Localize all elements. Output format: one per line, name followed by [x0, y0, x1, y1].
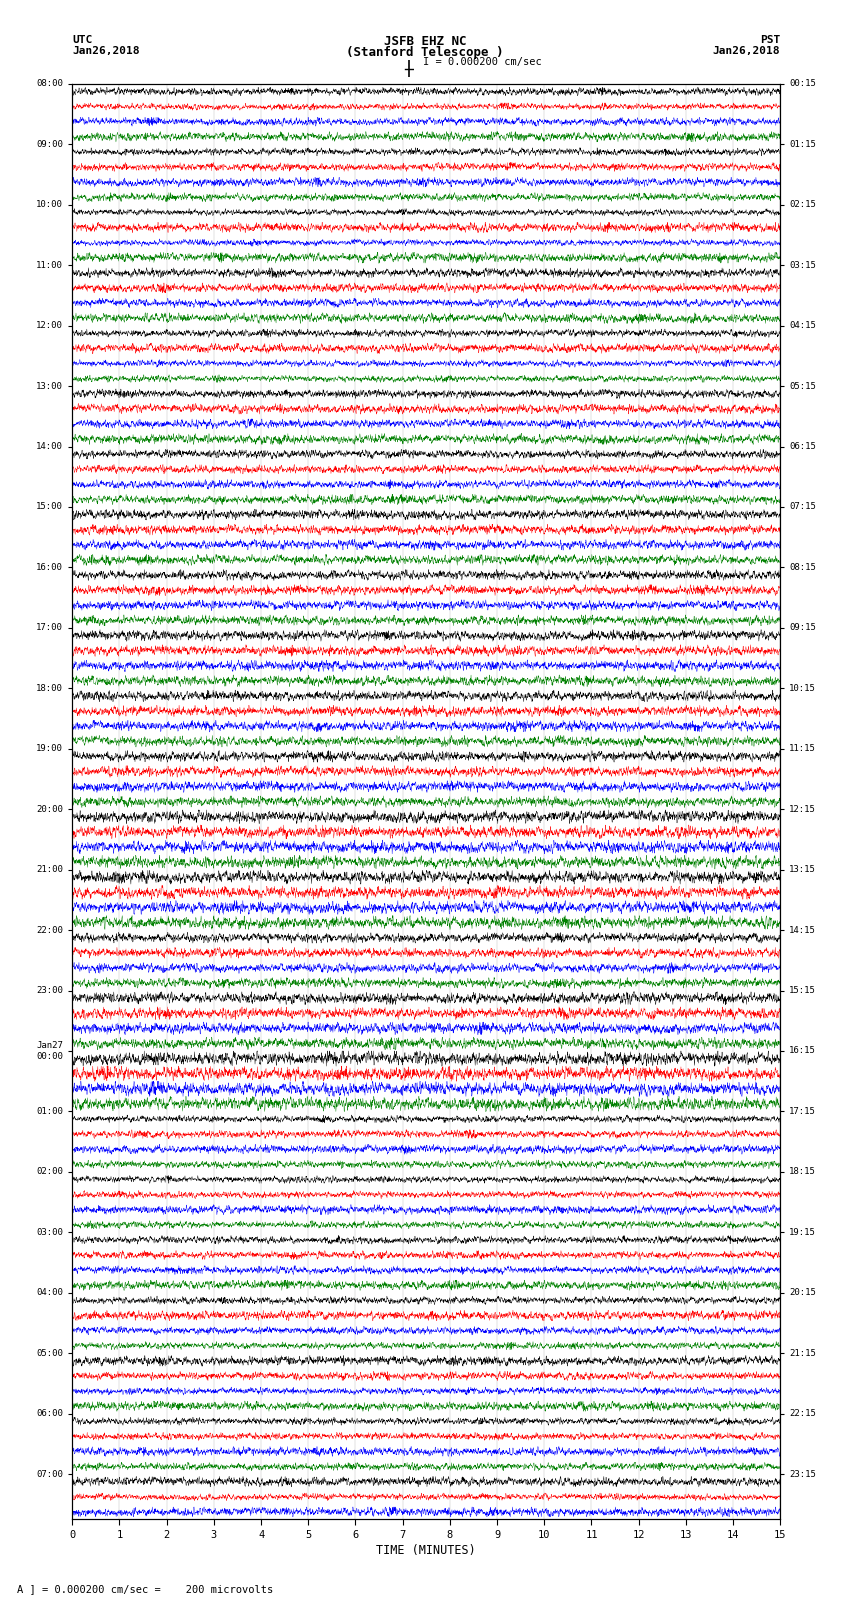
Text: Jan26,2018: Jan26,2018 — [713, 45, 780, 56]
Text: JSFB EHZ NC: JSFB EHZ NC — [383, 35, 467, 48]
Text: Jan26,2018: Jan26,2018 — [72, 45, 139, 56]
Text: (Stanford Telescope ): (Stanford Telescope ) — [346, 45, 504, 60]
X-axis label: TIME (MINUTES): TIME (MINUTES) — [377, 1544, 476, 1557]
Text: A ] = 0.000200 cm/sec =    200 microvolts: A ] = 0.000200 cm/sec = 200 microvolts — [17, 1584, 273, 1594]
Text: I = 0.000200 cm/sec: I = 0.000200 cm/sec — [423, 58, 542, 68]
Text: UTC: UTC — [72, 35, 93, 45]
Text: PST: PST — [760, 35, 780, 45]
